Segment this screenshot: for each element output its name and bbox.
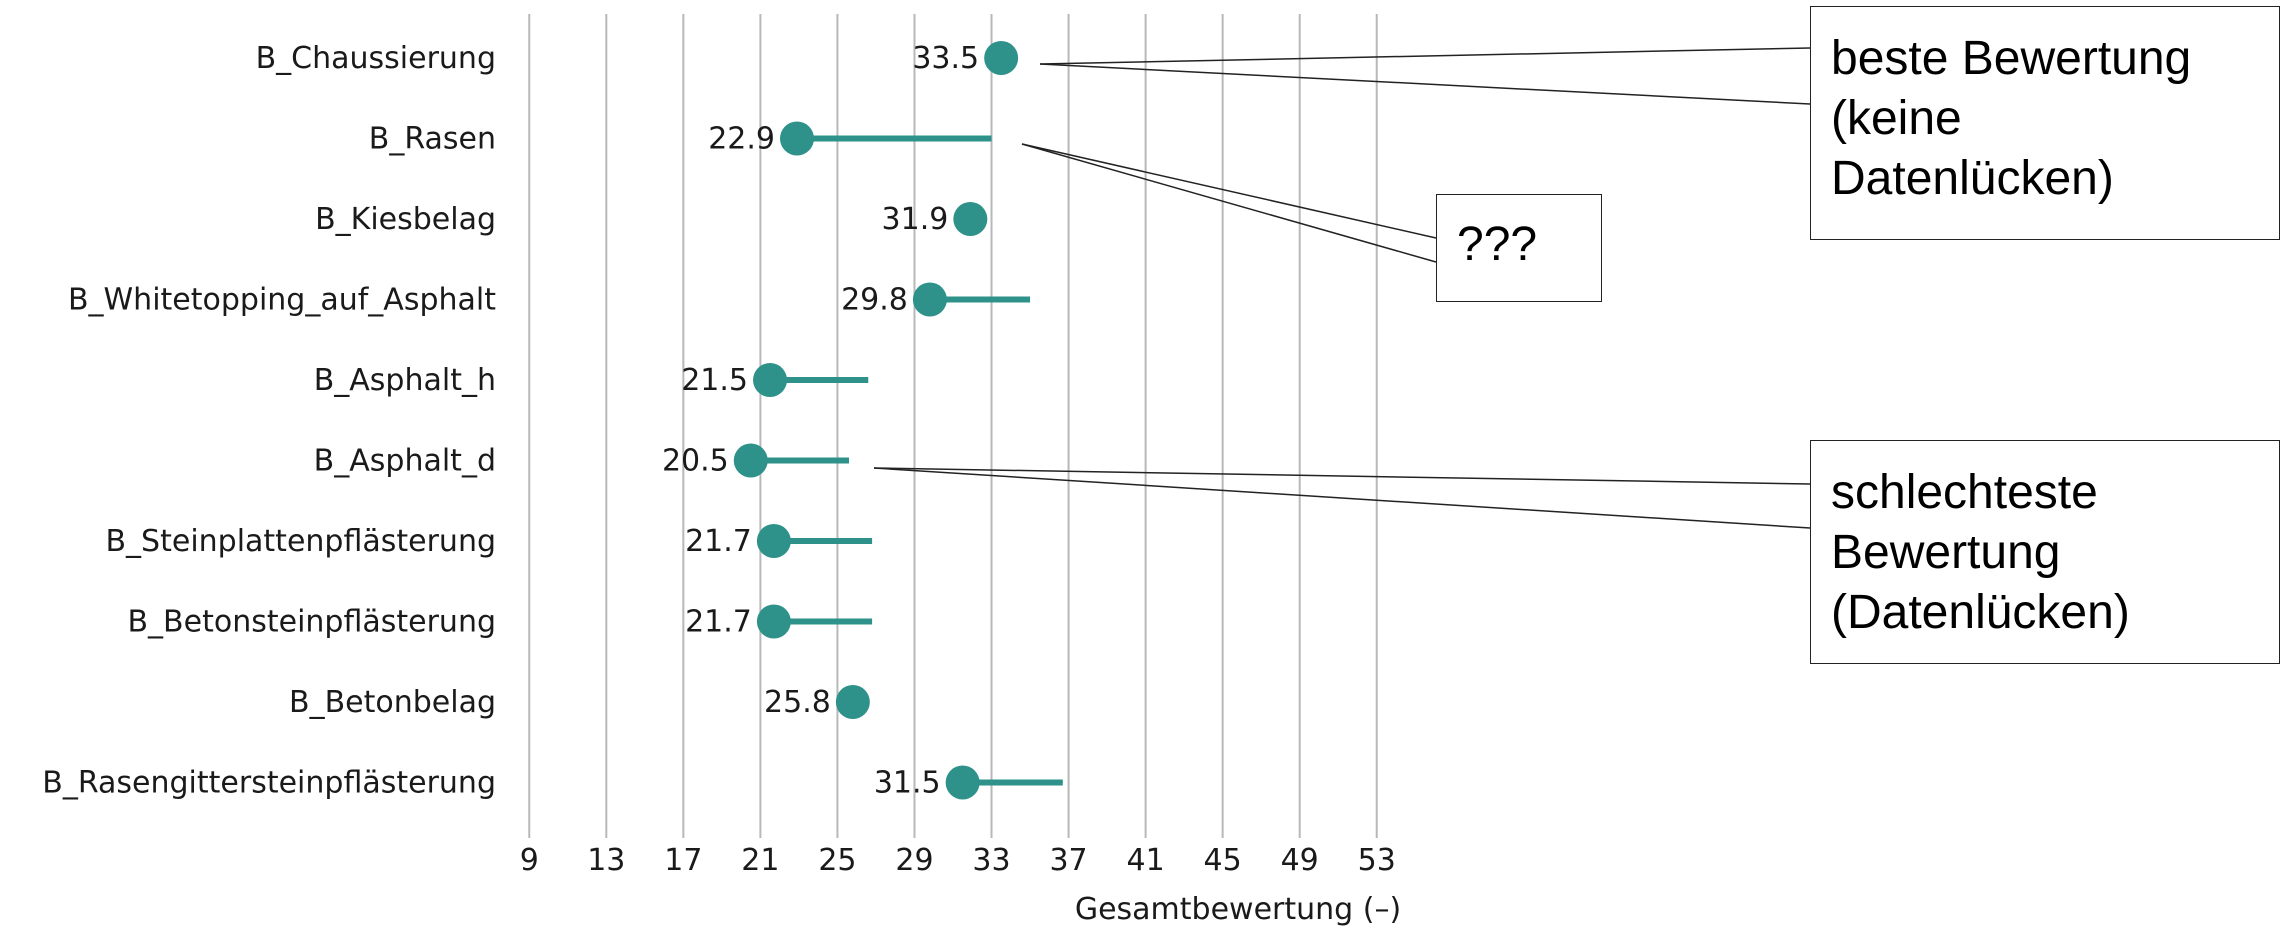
category-label: B_Betonsteinpflästerung [127,605,496,640]
x-axis-title: Gesamtbewertung (–) [1075,892,1401,927]
category-label: B_Chaussierung [256,41,496,76]
x-tick-label: 49 [1281,843,1319,878]
data-point [953,202,988,236]
x-tick-label: 29 [895,843,933,878]
value-label: 25.8 [764,685,831,720]
category-label: B_Whitetopping_auf_Asphalt [68,283,496,318]
x-tick-label: 21 [741,843,779,878]
value-label: 21.5 [681,363,748,398]
callout-worst-rating: schlechteste Bewertung (Datenlücken) [1810,440,2280,664]
data-points [733,41,1019,800]
callout-question: ??? [1436,194,1602,302]
data-point [984,41,1019,75]
category-label: B_Rasengittersteinpflästerung [42,766,496,801]
callout-leader-line [1021,143,1437,263]
data-point [733,443,768,478]
x-tick-label: 13 [587,843,625,878]
x-tick-label: 17 [664,843,702,878]
category-label: B_Asphalt_h [314,363,496,398]
callout-best-rating: beste Bewertung (keine Datenlücken) [1810,6,2280,240]
data-point [756,604,791,639]
x-tick-label: 53 [1358,843,1396,878]
category-label: B_Steinplattenpflästerung [105,524,496,559]
value-label: 29.8 [841,283,908,318]
callout-leader-lines [873,47,1811,529]
value-label: 31.5 [874,766,941,801]
x-tick-labels: 9 13 17 21 25 29 33 37 41 45 49 53 [520,843,1396,878]
data-point [753,363,788,397]
x-tick-label: 33 [972,843,1010,878]
data-point [756,524,791,558]
callout-leader-line [1039,47,1811,65]
value-label: 22.9 [708,122,775,157]
callout-leader-line [873,467,1811,529]
x-tick-label: 25 [818,843,856,878]
category-labels: B_Chaussierung B_Rasen B_Kiesbelag B_Whitet… [42,41,496,801]
data-point [779,121,814,156]
x-tick-label: 37 [1049,843,1087,878]
category-label: B_Rasen [369,122,496,157]
data-point [912,282,947,317]
data-point [835,685,870,719]
x-tick-label: 9 [520,843,539,878]
data-point [945,765,980,800]
grid-lines [528,14,1378,838]
callout-leader-line [1021,143,1437,239]
x-tick-label: 41 [1127,843,1165,878]
value-label: 20.5 [662,444,729,479]
value-label: 21.7 [685,524,752,559]
value-label: 21.7 [685,605,752,640]
x-tick-label: 45 [1204,843,1242,878]
category-label: B_Asphalt_d [314,444,496,479]
value-label: 33.5 [912,41,979,76]
callout-leader-line [1039,63,1811,105]
value-labels: 33.5 22.9 31.9 29.8 21.5 20.5 21.7 21.7 25.8 31.5 [662,41,979,801]
category-label: B_Kiesbelag [315,202,496,237]
callout-leader-line [873,467,1811,485]
category-label: B_Betonbelag [289,685,496,720]
value-label: 31.9 [882,202,949,237]
